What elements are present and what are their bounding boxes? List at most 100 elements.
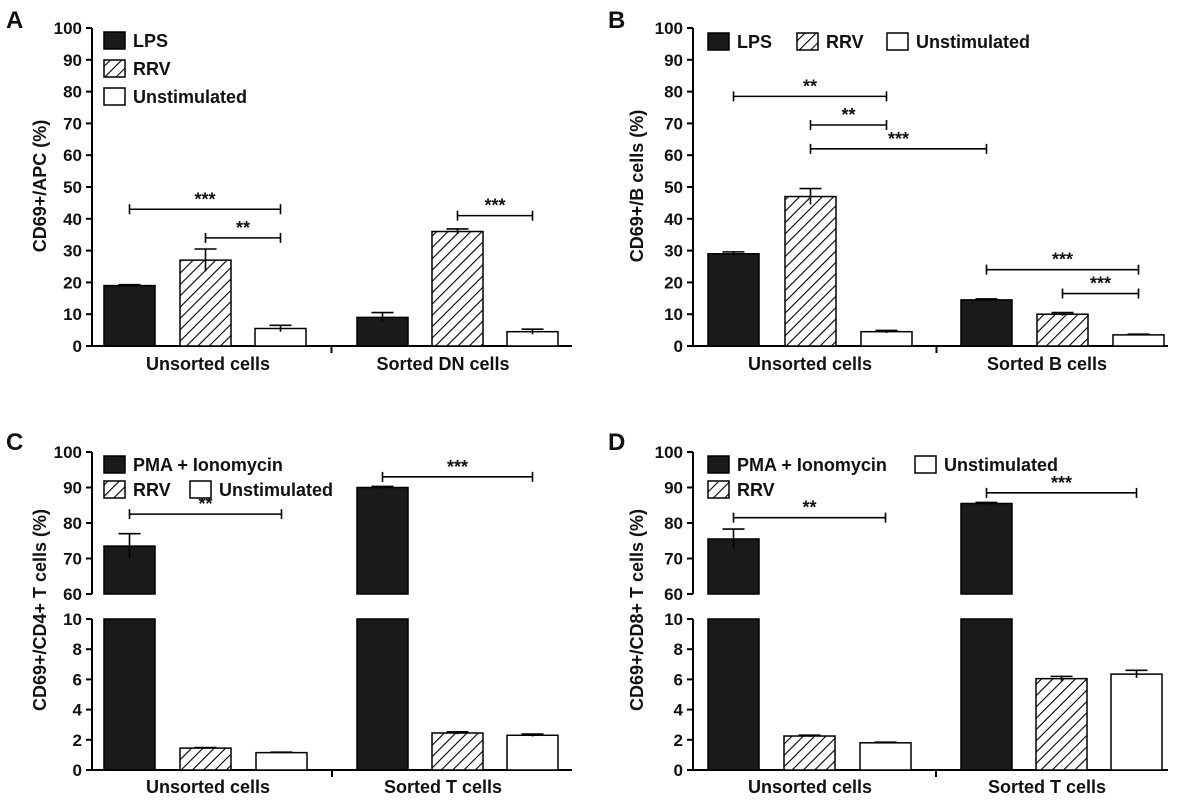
bar-a-0-0 bbox=[103, 284, 156, 347]
y-tick-label-lower-d-0: 0 bbox=[674, 761, 683, 780]
y-tick-label-b-40: 40 bbox=[664, 210, 683, 229]
bar-c-2-0 bbox=[255, 751, 308, 771]
significance-bracket-b-2 bbox=[809, 143, 988, 154]
error-bar-d-1-1 bbox=[1050, 675, 1073, 681]
legend-swatch-c-1 bbox=[103, 480, 126, 499]
category-label-d-1: Sorted T cells bbox=[988, 777, 1106, 797]
y-tick-label-upper-d-100: 100 bbox=[655, 443, 683, 462]
error-bar-b-2-1 bbox=[1127, 333, 1150, 336]
bar-b-1-0 bbox=[784, 195, 837, 347]
bar-upper-d-0-1 bbox=[960, 502, 1013, 595]
y-tick-label-upper-c-60: 60 bbox=[63, 585, 82, 604]
significance-bracket-b-0 bbox=[732, 91, 888, 102]
y-tick-label-lower-c-2: 2 bbox=[73, 731, 82, 750]
category-label-b-0: Unsorted cells bbox=[748, 354, 872, 374]
category-label-a-1: Sorted DN cells bbox=[376, 354, 509, 374]
bar-a-1-0 bbox=[179, 259, 232, 347]
legend-swatch-d-2 bbox=[914, 455, 937, 474]
y-axis-label-d: CD69+/CD8+ T cells (%) bbox=[627, 509, 647, 711]
y-axis-label-b: CD69+/B cells (%) bbox=[627, 110, 647, 263]
category-label-a-0: Unsorted cells bbox=[146, 354, 270, 374]
y-tick-label-a-80: 80 bbox=[63, 83, 82, 102]
error-bar-d-0-1 bbox=[975, 501, 998, 505]
panel-letter-d: D bbox=[608, 429, 625, 456]
y-tick-label-b-10: 10 bbox=[664, 305, 683, 324]
y-tick-label-a-70: 70 bbox=[63, 114, 82, 133]
bar-a-0-1 bbox=[356, 316, 409, 347]
legend-label-b-0: LPS bbox=[737, 32, 772, 52]
bar-c-2-1 bbox=[506, 734, 559, 771]
y-tick-label-a-40: 40 bbox=[63, 210, 82, 229]
y-tick-label-upper-d-90: 90 bbox=[664, 479, 683, 498]
y-tick-label-a-30: 30 bbox=[63, 242, 82, 261]
y-tick-label-b-70: 70 bbox=[664, 114, 683, 133]
error-bar-b-0-1 bbox=[975, 298, 998, 301]
significance-label-a-0: *** bbox=[194, 189, 215, 209]
bar-lower-c-0-0 bbox=[103, 618, 156, 771]
error-bar-b-1-1 bbox=[1051, 311, 1074, 316]
significance-bracket-d-1 bbox=[985, 487, 1138, 498]
significance-label-b-3: *** bbox=[1052, 250, 1073, 270]
legend-label-c-0: PMA + Ionomycin bbox=[133, 455, 283, 475]
significance-label-c-1: *** bbox=[447, 457, 468, 477]
bar-lower-d-0-1 bbox=[960, 618, 1013, 771]
bar-d-2-0 bbox=[859, 742, 912, 771]
bar-d-1-1 bbox=[1035, 677, 1088, 771]
legend-swatch-d-1 bbox=[707, 480, 730, 499]
y-tick-label-b-50: 50 bbox=[664, 178, 683, 197]
error-bar-b-1-0 bbox=[799, 187, 822, 205]
y-tick-label-b-0: 0 bbox=[674, 337, 683, 356]
bar-b-0-1 bbox=[960, 299, 1013, 347]
panel-letter-a: A bbox=[6, 7, 23, 34]
y-tick-label-lower-c-0: 0 bbox=[73, 761, 82, 780]
error-bar-d-1-0 bbox=[798, 734, 821, 737]
y-tick-label-upper-d-80: 80 bbox=[664, 514, 683, 533]
y-tick-label-lower-d-4: 4 bbox=[674, 701, 684, 720]
y-tick-label-a-0: 0 bbox=[73, 337, 82, 356]
error-bar-a-1-0 bbox=[194, 248, 217, 272]
y-tick-label-lower-c-10: 10 bbox=[63, 610, 82, 629]
significance-label-b-0: ** bbox=[803, 76, 817, 96]
y-axis-label-c: CD69+/CD4+ T cells (%) bbox=[30, 509, 50, 711]
significance-bracket-d-0 bbox=[732, 512, 887, 523]
significance-bracket-c-0 bbox=[128, 509, 283, 520]
category-label-c-0: Unsorted cells bbox=[146, 777, 270, 797]
legend-swatch-c-0 bbox=[103, 455, 126, 474]
y-tick-label-a-50: 50 bbox=[63, 178, 82, 197]
bar-a-1-1 bbox=[431, 230, 484, 347]
legend-label-a-1: RRV bbox=[133, 59, 171, 79]
bar-d-1-0 bbox=[783, 735, 836, 771]
y-tick-label-upper-c-90: 90 bbox=[63, 479, 82, 498]
bar-b-0-0 bbox=[707, 253, 760, 347]
y-tick-label-a-100: 100 bbox=[54, 19, 82, 38]
y-tick-label-upper-c-100: 100 bbox=[54, 443, 82, 462]
legend-swatch-a-0 bbox=[103, 31, 126, 50]
legend-swatch-c-2 bbox=[189, 480, 212, 499]
legend-label-b-2: Unstimulated bbox=[916, 32, 1030, 52]
error-bar-d-2-1 bbox=[1125, 669, 1148, 678]
panel-a: A CD69+/APC (%) 0 10 20 30 40 50 60 70 80 90 100 Un… bbox=[6, 7, 572, 374]
legend-label-c-2: Unstimulated bbox=[219, 480, 333, 500]
legend-swatch-b-2 bbox=[886, 32, 909, 51]
y-tick-label-a-20: 20 bbox=[63, 273, 82, 292]
panel-letter-b: B bbox=[608, 7, 625, 34]
y-tick-label-b-20: 20 bbox=[664, 273, 683, 292]
significance-bracket-a-1 bbox=[204, 232, 282, 243]
error-bar-d-2-0 bbox=[874, 741, 897, 744]
bar-b-1-1 bbox=[1036, 313, 1089, 347]
bar-c-1-0 bbox=[179, 747, 232, 771]
legend-label-a-2: Unstimulated bbox=[133, 87, 247, 107]
legend-label-c-1: RRV bbox=[133, 480, 171, 500]
y-tick-label-lower-d-2: 2 bbox=[674, 731, 683, 750]
y-tick-label-lower-d-6: 6 bbox=[674, 670, 683, 689]
error-bar-c-1-1 bbox=[446, 730, 469, 735]
bar-lower-c-0-1 bbox=[356, 618, 409, 771]
y-tick-label-b-100: 100 bbox=[655, 19, 683, 38]
y-tick-label-b-80: 80 bbox=[664, 83, 683, 102]
error-bar-a-0-0 bbox=[118, 283, 141, 287]
legend-label-a-0: LPS bbox=[133, 31, 168, 51]
significance-label-d-0: ** bbox=[802, 498, 816, 518]
y-tick-label-upper-c-70: 70 bbox=[63, 550, 82, 569]
bar-lower-d-0-0 bbox=[707, 618, 760, 771]
